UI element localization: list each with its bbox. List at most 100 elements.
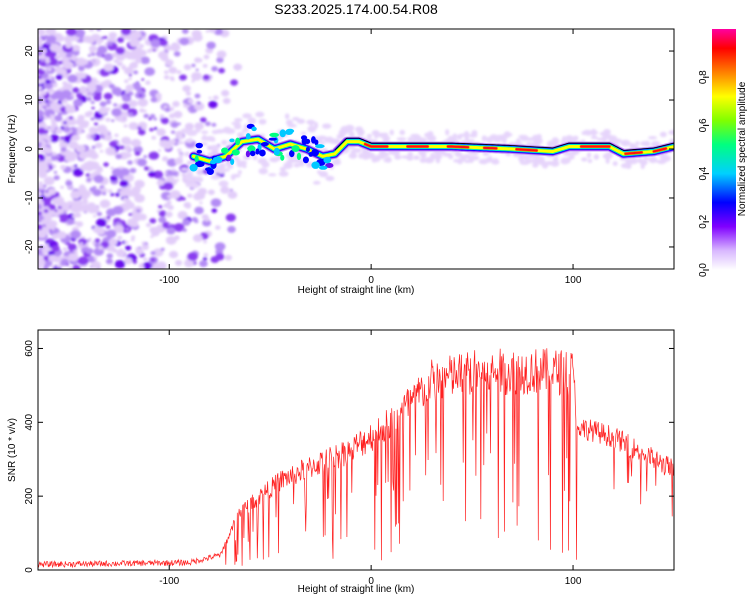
halo-blob [532,134,542,140]
halo-blob [283,162,293,169]
noise-blob [90,134,96,139]
ridge-fit-line [334,137,674,151]
noise-blob [108,83,115,89]
ridge-blob [305,147,311,153]
noise-blob [170,130,176,134]
noise-blob [101,203,108,209]
noise-blob [98,106,109,115]
noise-blob [89,45,97,52]
noise-blob [132,260,138,264]
ridge-blob [279,129,286,138]
noise-blob [159,39,168,47]
noise-blob [86,96,92,102]
noise-blob [123,257,133,265]
noise-blob [88,29,95,32]
noise-blob [127,141,132,145]
noise-blob [66,29,77,37]
noise-blob [233,63,243,71]
noise-blob [97,42,101,46]
noise-blob [153,262,164,269]
noise-blob [192,234,203,243]
spectrogram-x-axis-label: Height of straight line (km) [298,285,415,296]
noise-blob [167,204,174,211]
noise-blob [164,172,168,175]
halo-blob [408,152,414,158]
noise-blob [141,36,147,40]
noise-blob [125,245,132,251]
noise-blob [222,97,231,105]
noise-blob [124,152,132,159]
noise-blob [148,117,153,121]
noise-blob [134,179,145,189]
ridge-blob [260,141,269,147]
noise-blob [120,29,132,36]
noise-blob [127,160,133,165]
noise-blob [189,107,196,113]
noise-blob [181,29,189,34]
noise-blob [96,227,106,235]
noise-blob [138,213,147,221]
noise-blob [197,58,203,63]
noise-blob [136,208,141,213]
halo-blob [427,131,434,137]
noise-blob [105,117,111,122]
ridge-blob [245,133,251,140]
noise-blob [143,257,148,261]
halo-blob [637,157,644,164]
colorbar-tick-label: 0.0 [698,263,709,277]
halo-blob [318,171,329,178]
noise-blob [59,141,69,149]
noise-blob [137,129,146,136]
colorbar-label: Normalized spectral amplitude [737,81,748,216]
noise-blob [87,54,92,57]
noise-blob [94,122,99,126]
halo-blob [581,157,588,162]
halo-blob [307,125,317,133]
spectrogram-xtick-label: -100 [159,275,179,286]
spectrogram-xtick-label: 100 [565,275,582,286]
halo-blob [389,129,394,136]
noise-blob [149,168,155,173]
noise-blob [66,218,75,225]
noise-blob [135,49,140,52]
ridge-blob [194,155,199,163]
halo-blob [469,139,475,143]
noise-blob [119,189,129,197]
ridge-blob [189,163,198,172]
noise-blob [133,145,143,154]
halo-blob [591,130,599,135]
spectrogram-ytick-label: 20 [24,45,35,57]
halo-blob [448,154,454,160]
noise-blob [136,90,145,97]
noise-blob [38,46,44,54]
noise-blob [214,242,226,251]
noise-blob [50,119,57,124]
noise-blob [65,43,72,49]
noise-blob [86,160,95,167]
noise-blob [130,238,135,242]
noise-blob [85,248,94,255]
noise-blob [59,218,64,223]
noise-blob [177,122,181,126]
noise-blob [191,71,202,81]
noise-blob [57,100,63,105]
noise-blob [131,186,141,194]
noise-blob [74,126,84,135]
noise-blob [38,224,43,231]
noise-blob [51,82,58,88]
halo-blob [371,130,380,136]
noise-blob [73,164,78,168]
halo-blob [565,135,574,141]
noise-blob [63,83,73,91]
noise-blob [149,113,156,119]
noise-blob [135,248,144,255]
halo-blob [252,154,258,161]
halo-blob [550,160,560,167]
halo-blob [520,137,529,142]
noise-blob [211,66,218,72]
noise-blob [74,221,79,225]
snr-y-axis-label: SNR (10 * v/v) [7,418,18,482]
colorbar-tick-label: 0.8 [698,70,709,84]
noise-blob [70,190,81,200]
noise-blob [110,192,115,197]
